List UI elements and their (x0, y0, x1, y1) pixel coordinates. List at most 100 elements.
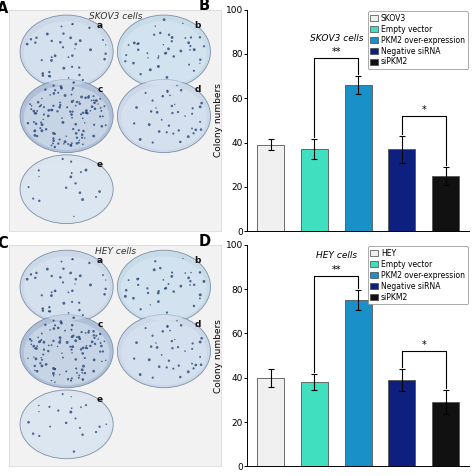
Ellipse shape (118, 15, 210, 88)
Point (68, 20, 76, 28)
Point (176, 138, 184, 146)
Point (165, 122, 173, 129)
Point (75, 137, 83, 144)
Point (68, 333, 76, 340)
Point (70, 79, 77, 86)
Point (69, 255, 77, 263)
Point (28, 102, 36, 109)
Point (142, 89, 149, 97)
Point (196, 118, 204, 126)
Point (153, 109, 161, 116)
Point (73, 134, 81, 141)
Point (158, 351, 165, 359)
Point (51, 365, 59, 373)
Point (50, 137, 57, 144)
Point (101, 290, 109, 298)
Point (82, 94, 90, 101)
Point (25, 183, 32, 191)
Ellipse shape (20, 15, 113, 88)
Y-axis label: Colony numbers: Colony numbers (214, 318, 223, 393)
Point (27, 105, 35, 113)
Point (33, 34, 40, 41)
Point (62, 419, 70, 426)
Point (190, 67, 198, 75)
Point (146, 301, 154, 309)
Point (164, 88, 171, 95)
Point (90, 332, 98, 339)
Point (73, 369, 81, 377)
Text: HEY cells: HEY cells (95, 247, 136, 256)
Point (160, 16, 168, 23)
Point (38, 330, 46, 337)
Point (146, 356, 153, 364)
Text: c: c (98, 85, 103, 94)
Point (150, 31, 158, 39)
Point (45, 342, 53, 349)
Point (67, 393, 75, 401)
Point (46, 403, 53, 411)
Point (40, 103, 48, 111)
Point (102, 285, 109, 293)
Point (98, 342, 105, 350)
Point (39, 351, 47, 358)
Point (159, 92, 166, 100)
Point (56, 337, 64, 344)
Point (56, 334, 64, 341)
Point (67, 377, 75, 384)
Point (162, 284, 170, 292)
Point (48, 106, 55, 114)
Point (33, 345, 40, 352)
Point (159, 327, 166, 335)
Point (121, 58, 129, 65)
Point (24, 119, 32, 127)
Point (46, 72, 54, 80)
Point (91, 105, 99, 112)
Point (135, 281, 142, 289)
Point (153, 344, 161, 351)
Point (56, 99, 64, 106)
Point (80, 362, 87, 370)
Point (198, 335, 205, 342)
Point (76, 71, 83, 79)
Point (187, 34, 195, 41)
Point (69, 84, 77, 92)
Legend: HEY, Empty vector, PKM2 over-expression, Negative siRNA, siPKM2: HEY, Empty vector, PKM2 over-expression,… (368, 246, 468, 304)
Point (99, 36, 107, 44)
Point (102, 41, 109, 49)
Point (85, 327, 92, 335)
Point (40, 111, 48, 119)
Point (51, 52, 59, 60)
Point (130, 60, 137, 67)
Point (92, 97, 100, 104)
Text: d: d (194, 320, 201, 329)
Point (90, 92, 97, 100)
Point (44, 30, 51, 38)
Point (76, 100, 83, 108)
Point (32, 39, 39, 47)
Point (31, 109, 39, 117)
Point (49, 139, 57, 147)
Point (58, 258, 65, 266)
Point (191, 46, 198, 53)
Text: HEY cells: HEY cells (316, 251, 357, 260)
Ellipse shape (121, 257, 207, 321)
Point (155, 128, 163, 135)
Point (77, 404, 85, 411)
Point (161, 285, 169, 292)
Point (149, 374, 156, 381)
Point (96, 95, 104, 103)
Point (36, 197, 43, 205)
Point (76, 306, 83, 314)
Point (196, 338, 204, 346)
Ellipse shape (20, 79, 113, 153)
Point (75, 98, 83, 106)
Point (76, 424, 84, 432)
Point (70, 314, 77, 321)
Point (36, 359, 44, 367)
Point (58, 84, 65, 92)
Point (28, 337, 36, 345)
Point (160, 276, 167, 284)
Point (73, 333, 81, 341)
Point (101, 55, 109, 63)
Point (179, 255, 187, 262)
